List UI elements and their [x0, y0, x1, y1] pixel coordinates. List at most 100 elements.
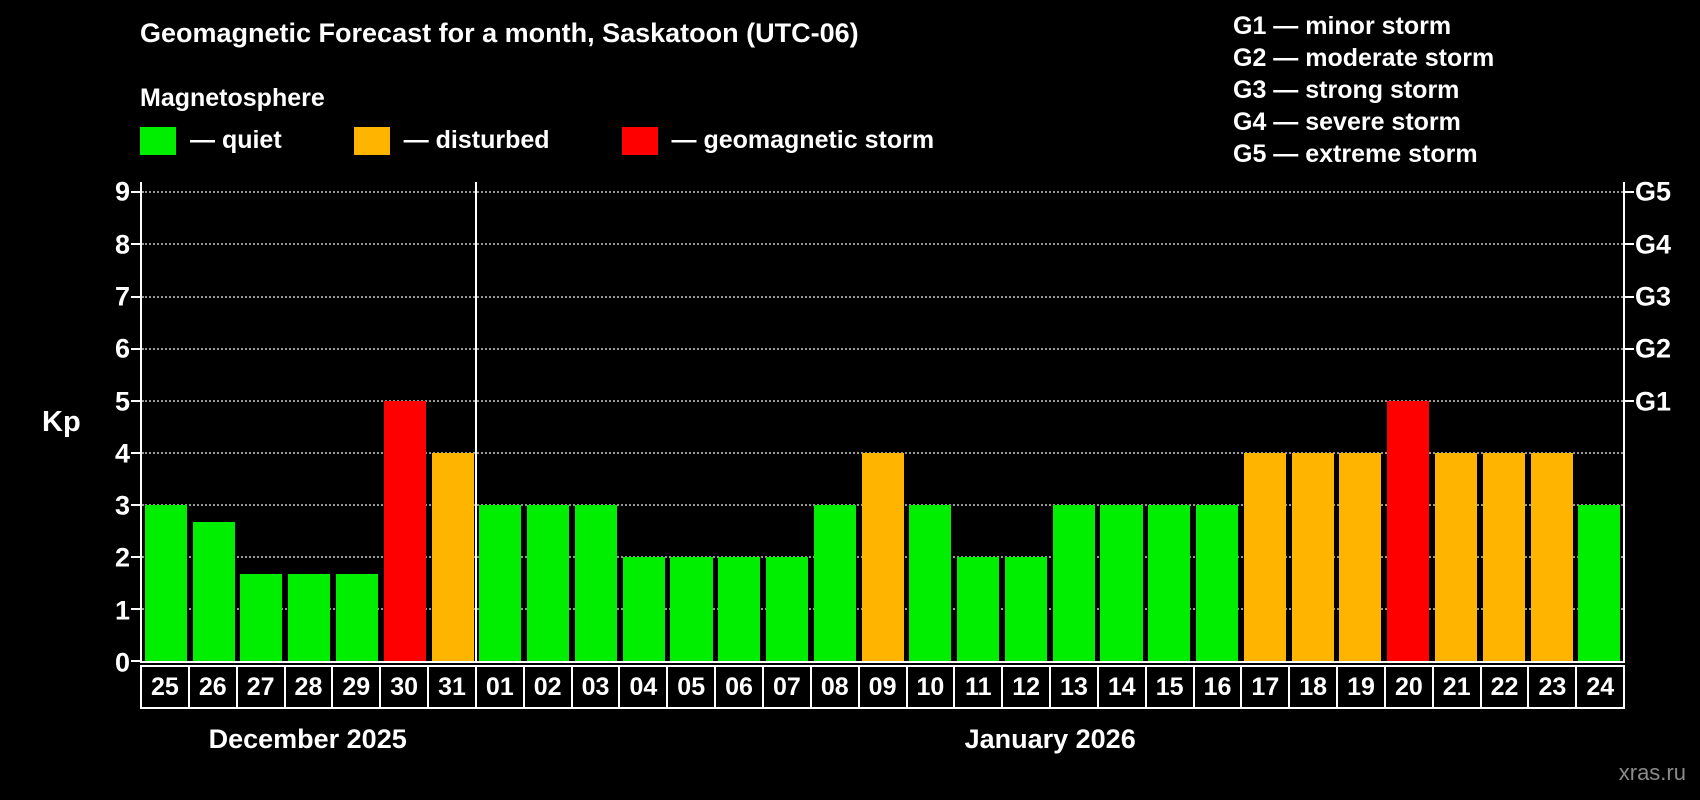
storm-scale-item-g1: G1 — minor storm	[1233, 12, 1452, 40]
bar-slot	[381, 182, 429, 661]
day-label: 20	[1383, 665, 1434, 709]
storm-scale-item-g3: G3 — strong storm	[1233, 76, 1460, 104]
axis-tick-left	[131, 243, 140, 246]
day-label: 22	[1479, 665, 1530, 709]
day-label: 05	[666, 665, 717, 709]
bar-slot	[1432, 182, 1480, 661]
kp-bar-quiet	[335, 574, 379, 661]
kp-bar-quiet	[622, 556, 665, 661]
gridline	[142, 243, 1623, 246]
y-axis-right: G1 G2 G3 G4 G5	[1635, 176, 1700, 663]
disturbed-color-swatch	[353, 126, 390, 155]
day-label: 12	[1001, 665, 1052, 709]
axis-tick-left	[131, 660, 140, 662]
bar-slot	[190, 182, 238, 661]
day-label: 19	[1336, 665, 1386, 709]
axis-tick-left	[131, 555, 140, 558]
kp-bar-quiet	[144, 504, 187, 661]
day-label: 01	[474, 665, 525, 709]
day-label: 26	[187, 665, 238, 709]
bar-slot	[620, 182, 668, 661]
storm-color-swatch	[621, 126, 658, 155]
kp-bar-quiet	[1052, 504, 1095, 661]
y-tick-label: 8	[114, 229, 130, 260]
kp-bar-quiet	[813, 504, 856, 661]
kp-bar-storm	[1387, 400, 1430, 661]
y-axis-title: Kp	[42, 406, 81, 438]
storm-scale-item-g2: G2 — moderate storm	[1233, 44, 1495, 72]
kp-bar-quiet	[574, 504, 617, 661]
day-label: 17	[1240, 665, 1291, 709]
chart-subtitle: Magnetosphere	[140, 84, 325, 112]
bars	[142, 182, 1623, 661]
kp-bar-storm	[383, 400, 426, 661]
day-label: 02	[522, 665, 573, 709]
bar-slot	[476, 182, 524, 661]
y-tick-label: 2	[114, 542, 130, 573]
bar-slot	[572, 182, 620, 661]
axis-tick-left	[131, 607, 140, 610]
y-tick-label: 5	[114, 386, 130, 417]
axis-tick-left	[131, 399, 140, 402]
kp-bar-quiet	[1100, 504, 1143, 661]
g-scale-label: G2	[1635, 333, 1672, 364]
legend-label-storm: — geomagnetic storm	[671, 126, 935, 154]
y-tick-label: 6	[114, 333, 130, 364]
month-label: January 2026	[964, 724, 1136, 754]
g-scale-label: G1	[1635, 386, 1672, 417]
y-axis-left: 0 1 2 3 4 5 6 7 8 9	[40, 176, 130, 676]
bar-slot	[811, 182, 859, 661]
y-tick-label: 7	[114, 281, 130, 312]
bar-slot	[142, 182, 190, 661]
kp-bar-quiet	[527, 504, 570, 661]
bar-slot	[524, 182, 572, 661]
legend-item-storm: — geomagnetic storm	[621, 126, 935, 155]
day-row: 25 26 27 28 29 30 31 01 02 03 04 05 06 07 08 09 10 11 12 13…	[140, 665, 1626, 709]
day-label: 03	[570, 665, 621, 709]
bar-slot	[1337, 182, 1385, 661]
g-scale-label: G4	[1635, 229, 1672, 260]
day-label: 13	[1049, 665, 1099, 709]
g-scale-label: G5	[1635, 176, 1672, 207]
g-scale-label: G3	[1635, 281, 1672, 312]
kp-bar-quiet	[1004, 556, 1047, 661]
bar-slot	[1384, 182, 1432, 661]
day-label: 29	[331, 665, 382, 709]
bar-slot	[1575, 182, 1623, 661]
kp-bar-disturbed	[861, 452, 904, 661]
month-row: December 2025 January 2026	[140, 724, 1625, 755]
bar-slot	[1002, 182, 1050, 661]
gridline	[142, 191, 1623, 194]
gridline	[142, 399, 1623, 402]
y-tick-label: 1	[114, 595, 130, 626]
bar-slot	[1528, 182, 1576, 661]
day-label: 27	[235, 665, 286, 709]
kp-bar-quiet	[766, 556, 809, 661]
axis-tick-left	[131, 295, 140, 298]
kp-bar-quiet	[1148, 504, 1191, 661]
y-tick-label: 4	[114, 438, 130, 469]
day-label: 08	[809, 665, 860, 709]
watermark: xras.ru	[1618, 760, 1686, 785]
storm-scale-legend: G1 — minor storm G2 — moderate storm G3 …	[1233, 10, 1494, 170]
axis-tick-left	[131, 503, 140, 506]
gridline	[142, 347, 1623, 350]
axis-tick-right	[1625, 347, 1634, 350]
bar-slot	[1050, 182, 1098, 661]
y-tick-label: 3	[114, 490, 130, 521]
kp-bar-quiet	[1578, 504, 1621, 661]
day-label: 18	[1288, 665, 1339, 709]
bar-slot	[763, 182, 811, 661]
y-tick-label: 9	[114, 176, 130, 207]
day-label: 21	[1431, 665, 1482, 709]
kp-bar-disturbed	[1530, 452, 1573, 661]
bar-slot	[1193, 182, 1241, 661]
color-legend: — quiet — disturbed — geomagnetic storm	[140, 126, 1006, 155]
quiet-color-swatch	[140, 126, 176, 155]
storm-scale-item-g4: G4 — severe storm	[1233, 108, 1461, 136]
legend-item-disturbed: — disturbed	[353, 126, 550, 155]
kp-bar-quiet	[957, 556, 1000, 661]
kp-bar-disturbed	[1482, 452, 1525, 661]
bar-slot	[668, 182, 716, 661]
